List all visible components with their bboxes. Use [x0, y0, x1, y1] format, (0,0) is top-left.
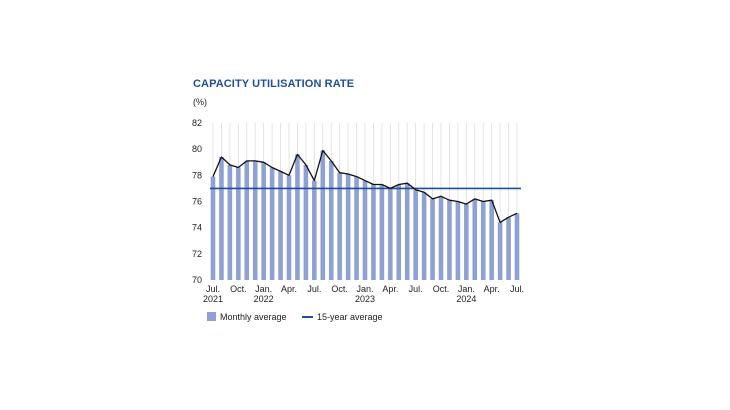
bars-layer: [210, 150, 520, 280]
bar-sep-2022: [328, 160, 334, 280]
y-axis-label: (%): [193, 97, 207, 107]
bar-oct-2022: [337, 172, 342, 280]
chart-title: CAPACITY UTILISATION RATE: [193, 78, 355, 90]
bar-apr-2022: [286, 175, 292, 280]
bar-oct-2023: [438, 196, 444, 280]
x-tick-year-label: 2024: [456, 294, 476, 304]
bar-may-2024: [497, 222, 503, 280]
bar-jul-2022: [312, 180, 317, 280]
y-tick-label: 70: [192, 275, 202, 285]
bar-may-2022: [295, 154, 300, 280]
y-tick-label: 78: [192, 170, 202, 180]
bar-sep-2023: [430, 198, 435, 280]
bar-mar-2024: [480, 201, 486, 280]
bar-may-2023: [396, 184, 402, 280]
bar-jan-2023: [362, 180, 368, 280]
bar-feb-2023: [371, 184, 376, 280]
bar-nov-2021: [244, 160, 250, 280]
x-tick-label: Oct.: [433, 284, 450, 294]
x-tick-label: Jan.: [356, 284, 373, 294]
x-tick-label: Jul.: [510, 284, 524, 294]
x-tick-label: Jul.: [409, 284, 423, 294]
bar-jan-2024: [464, 204, 469, 280]
bar-mar-2023: [379, 184, 385, 280]
y-tick-label: 72: [192, 249, 202, 259]
monthly-average-outline: [212, 149, 518, 224]
bar-dec-2021: [252, 160, 258, 280]
bar-dec-2023: [455, 201, 461, 280]
bar-jul-2021: [210, 176, 216, 280]
legend-label-15-year-average: 15-year average: [317, 312, 383, 322]
bar-jan-2022: [261, 162, 266, 280]
bar-jul-2024: [514, 213, 520, 280]
y-ticks-layer: 70 72 74 76 78 80 82: [192, 118, 202, 285]
bar-dec-2022: [354, 176, 359, 280]
x-tick-year-label: 2022: [254, 294, 274, 304]
x-tick-label: Jan.: [458, 284, 475, 294]
y-tick-label: 76: [192, 197, 202, 207]
x-tick-year-label: 2021: [203, 294, 223, 304]
bar-jun-2024: [506, 217, 511, 280]
outline-line-layer: [212, 149, 518, 224]
x-tick-label: Apr.: [382, 284, 398, 294]
bar-mar-2022: [278, 171, 283, 280]
bar-feb-2024: [472, 198, 478, 280]
bar-oct-2021: [236, 167, 241, 280]
x-tick-label: Jul.: [206, 284, 220, 294]
y-tick-label: 82: [192, 118, 202, 128]
x-tick-label: Apr.: [484, 284, 500, 294]
x-tick-year-label: 2023: [355, 294, 375, 304]
bar-nov-2023: [447, 200, 452, 280]
x-tick-label: Oct.: [230, 284, 247, 294]
x-tick-label: Jul.: [307, 284, 321, 294]
y-tick-label: 74: [192, 223, 202, 233]
legend: Monthly average 15-year average: [207, 312, 383, 322]
bar-jul-2023: [413, 189, 418, 280]
bar-jun-2022: [303, 164, 309, 280]
bar-jun-2023: [404, 183, 410, 280]
bar-nov-2022: [345, 174, 351, 280]
legend-label-monthly-average: Monthly average: [220, 312, 287, 322]
bar-apr-2023: [388, 188, 393, 280]
x-tick-label: Apr.: [281, 284, 297, 294]
bar-aug-2021: [219, 157, 224, 280]
x-tick-label: Jan.: [255, 284, 272, 294]
x-tick-label: Oct.: [331, 284, 348, 294]
bar-sep-2021: [227, 164, 233, 280]
bar-apr-2024: [489, 200, 494, 280]
y-tick-label: 80: [192, 144, 202, 154]
bar-aug-2023: [421, 192, 427, 280]
bar-aug-2022: [320, 150, 326, 280]
legend-swatch-monthly-average: [207, 312, 216, 321]
bar-feb-2022: [269, 167, 275, 280]
